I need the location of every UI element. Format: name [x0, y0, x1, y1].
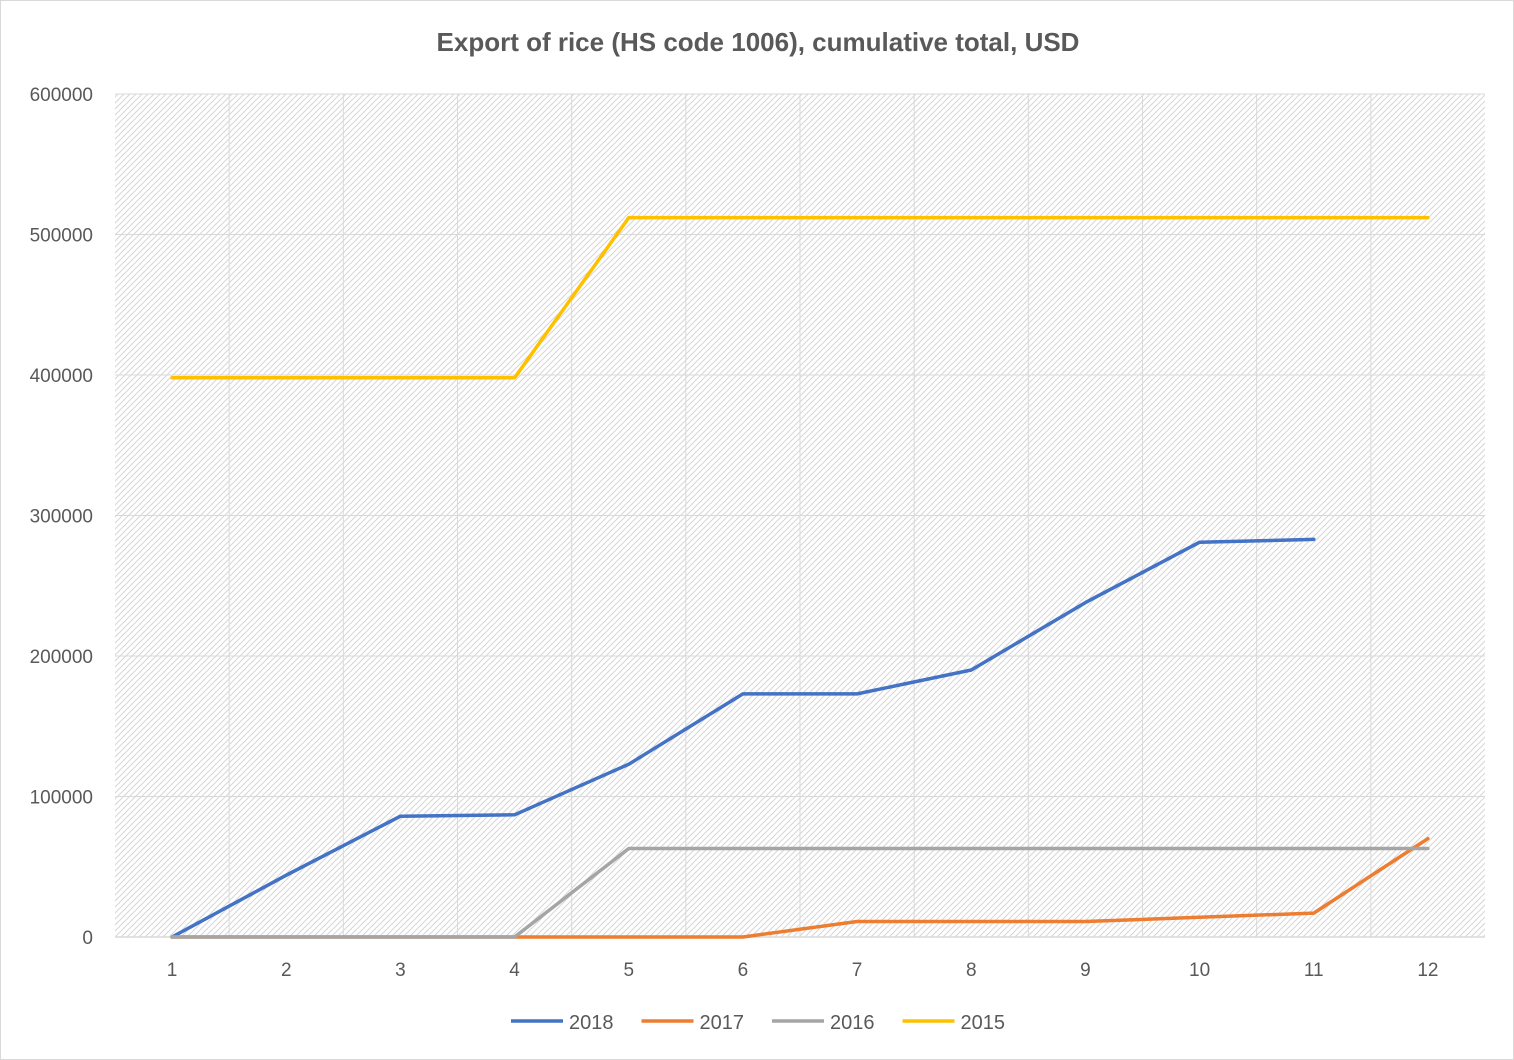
x-tick-label: 1: [167, 960, 178, 981]
x-tick-label: 10: [1189, 960, 1210, 981]
y-tick-label: 500000: [30, 226, 93, 247]
legend-item-2017: 2017: [641, 1012, 745, 1034]
legend-item-2016: 2016: [772, 1012, 875, 1034]
legend-label: 2015: [961, 1012, 1006, 1034]
legend: 2018 2017 2016 2015: [511, 1012, 1005, 1034]
series-line-2018: [170, 537, 1316, 939]
y-tick-label: 300000: [30, 507, 93, 528]
y-tick-label: 600000: [30, 85, 93, 106]
y-tick-label: 100000: [30, 788, 93, 809]
series-line-2016: [170, 846, 1430, 939]
x-tick-label: 4: [509, 960, 520, 981]
gridlines: [115, 93, 1485, 937]
x-tick-label: 3: [395, 960, 406, 981]
x-tick-label: 12: [1417, 960, 1438, 981]
chart-title: Export of rice (HS code 1006), cumulativ…: [437, 27, 1080, 57]
legend-label: 2018: [569, 1012, 614, 1034]
y-tick-label: 400000: [30, 366, 93, 387]
x-tick-label: 7: [852, 960, 863, 981]
y-tick-label: 0: [82, 928, 93, 949]
legend-item-2018: 2018: [511, 1012, 614, 1034]
series-lines: [170, 215, 1430, 939]
legend-label: 2016: [830, 1012, 875, 1034]
x-tick-label: 9: [1080, 960, 1091, 981]
x-tick-label: 8: [966, 960, 977, 981]
y-tick-label: 200000: [30, 647, 93, 668]
legend-item-2015: 2015: [902, 1012, 1006, 1034]
x-tick-label: 5: [623, 960, 634, 981]
legend-label: 2017: [700, 1012, 745, 1034]
x-tick-label: 6: [738, 960, 749, 981]
x-tick-label: 11: [1304, 960, 1324, 981]
x-tick-label: 2: [281, 960, 292, 981]
series-line-2015: [170, 215, 1430, 380]
